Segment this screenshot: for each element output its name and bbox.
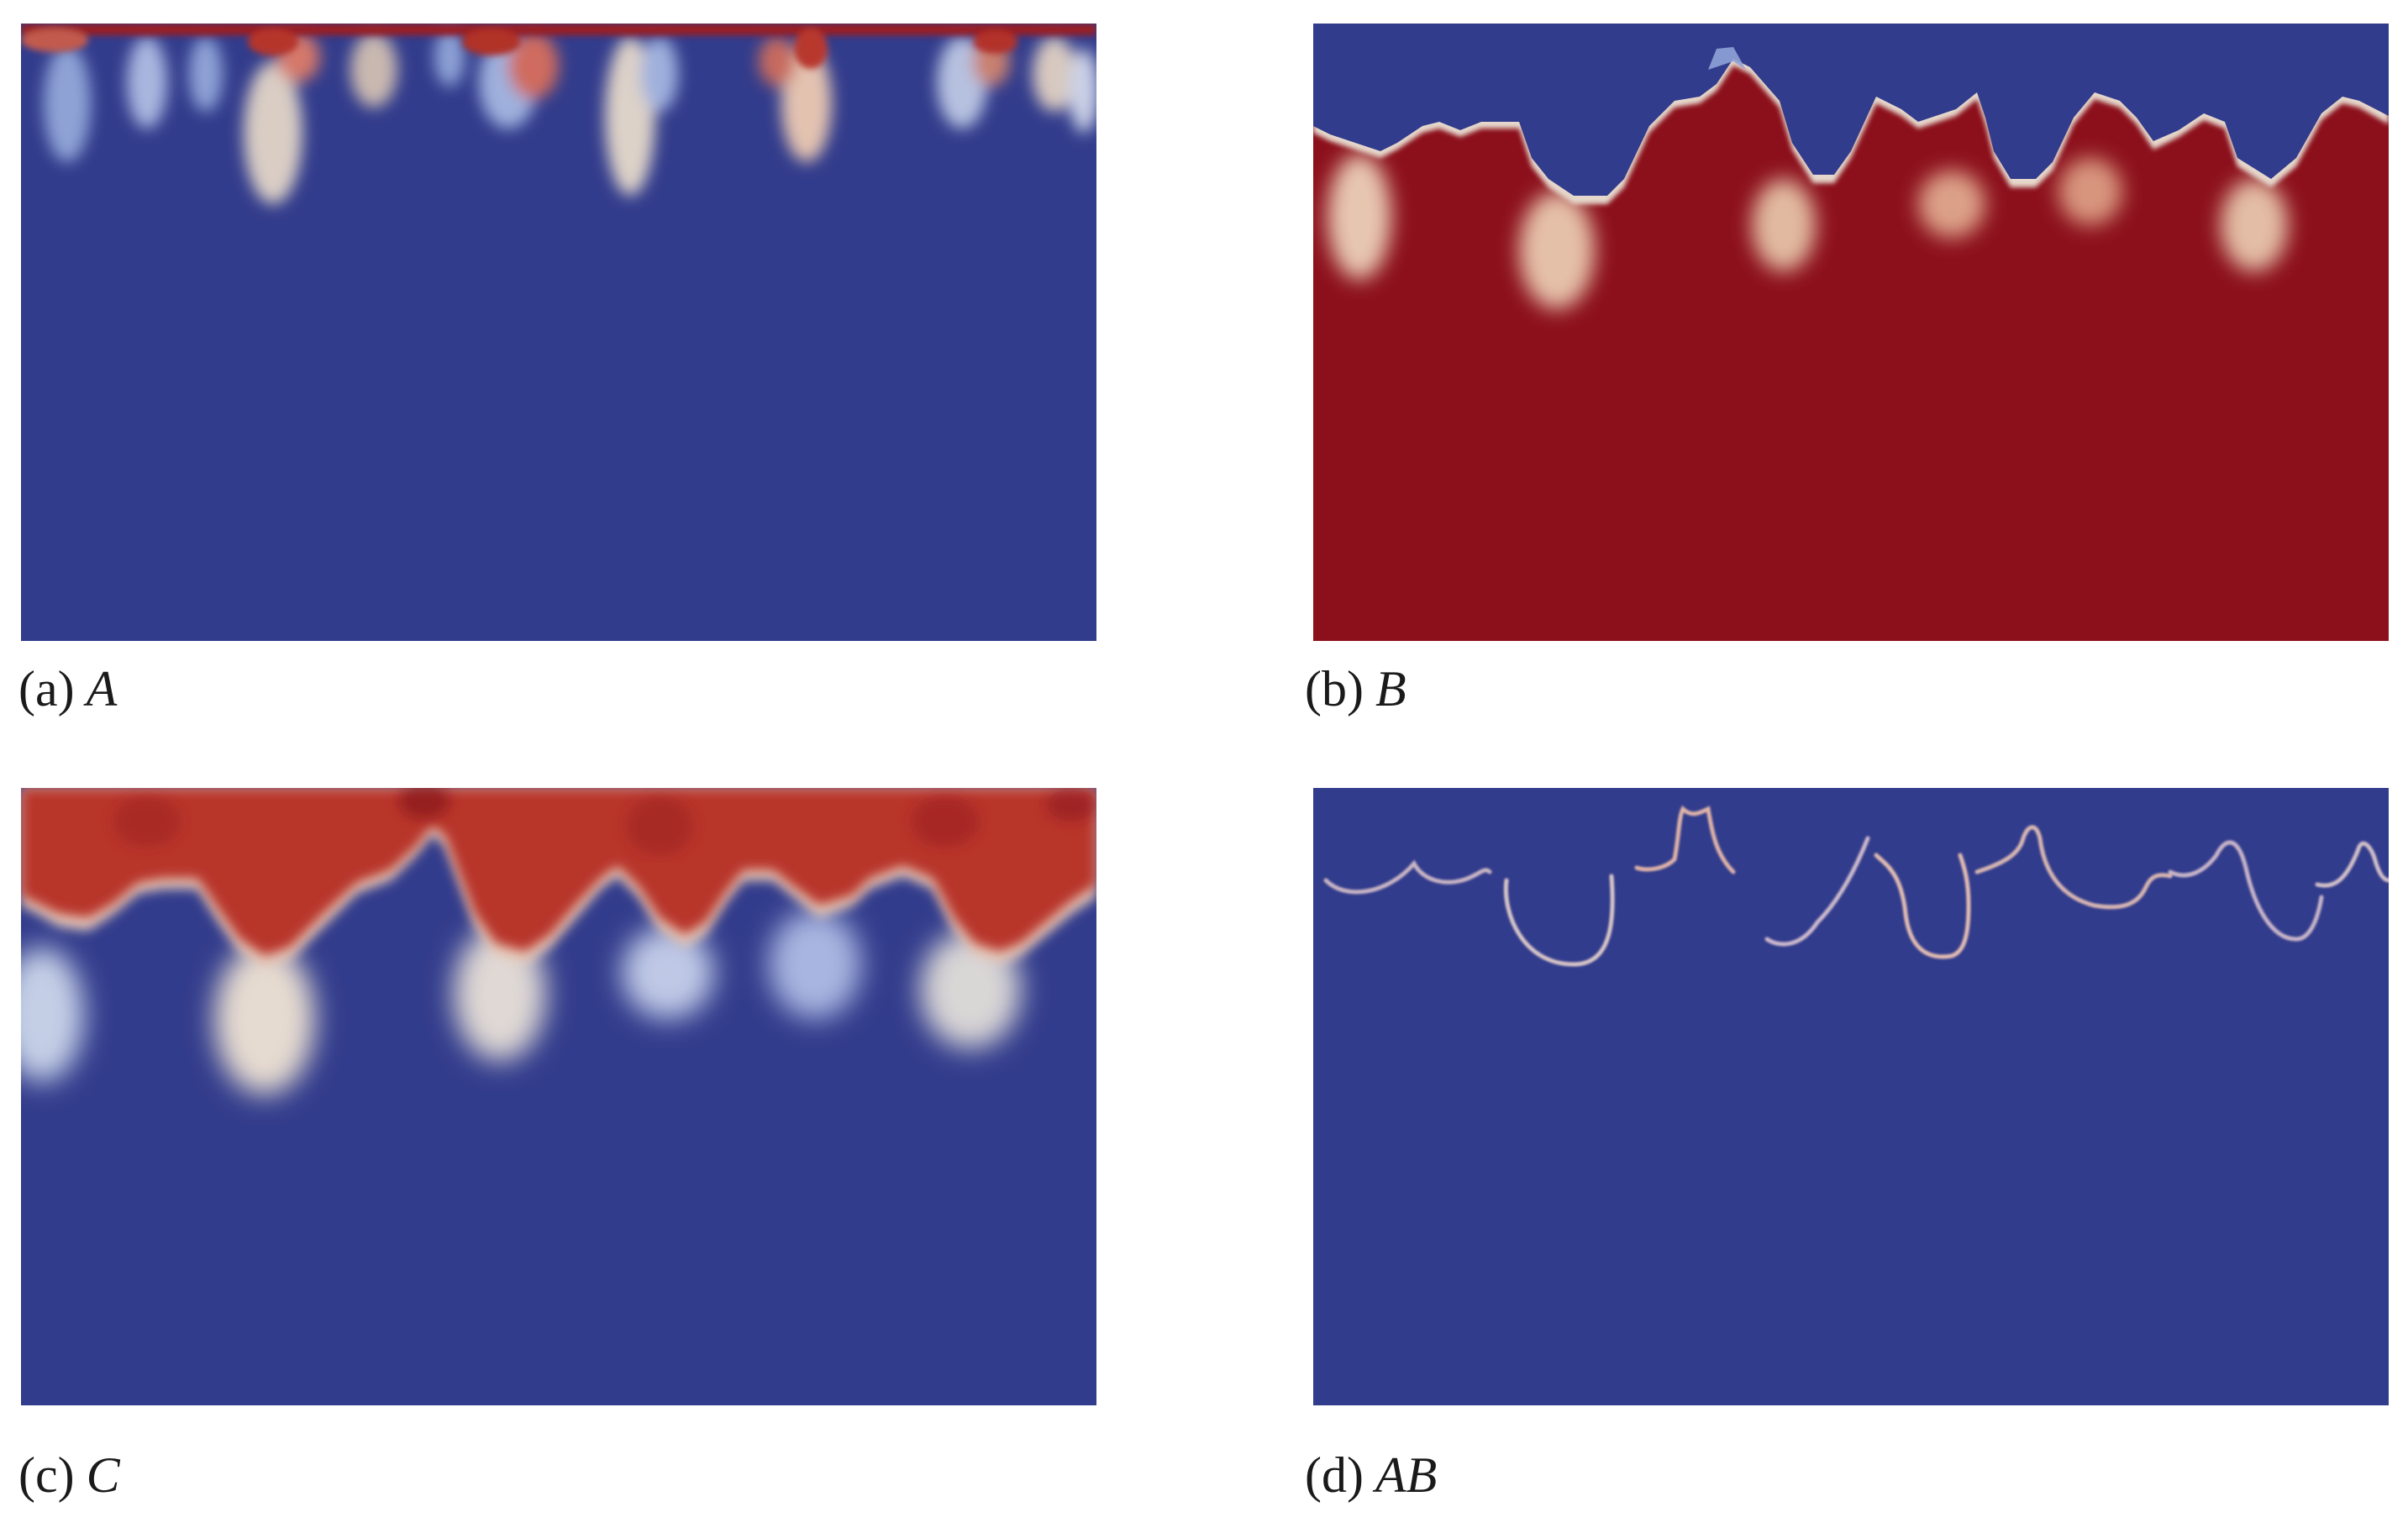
caption-d: (d) AB <box>1305 1450 1437 1500</box>
field-image-a <box>21 24 1096 641</box>
caption-a-label: A <box>86 661 118 717</box>
caption-a-letter: (a) <box>18 661 75 717</box>
caption-c-letter: (c) <box>18 1447 75 1503</box>
field-image-d <box>1313 788 2389 1405</box>
caption-b-letter: (b) <box>1305 661 1364 717</box>
caption-c: (c) C <box>18 1450 120 1500</box>
panel-d-field <box>1313 788 2389 1405</box>
panel-a-field <box>21 24 1096 641</box>
field-image-c <box>21 788 1096 1405</box>
caption-b-label: B <box>1375 661 1406 717</box>
panel-c-field <box>21 788 1096 1405</box>
caption-d-label: AB <box>1375 1447 1438 1503</box>
panel-b-field <box>1313 24 2389 641</box>
field-image-b <box>1313 24 2389 641</box>
caption-a: (a) A <box>18 664 117 714</box>
caption-d-letter: (d) <box>1305 1447 1364 1503</box>
caption-c-label: C <box>86 1447 120 1503</box>
caption-b: (b) B <box>1305 664 1406 714</box>
